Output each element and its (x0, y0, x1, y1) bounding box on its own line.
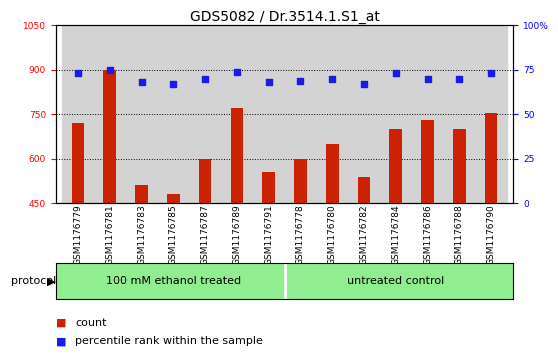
Point (359, 81, 368, 87)
Title: GDS5082 / Dr.3514.1.S1_at: GDS5082 / Dr.3514.1.S1_at (190, 11, 379, 24)
Bar (485, 113, 498, 203)
Text: ■: ■ (56, 336, 66, 346)
Text: untreated control: untreated control (347, 276, 444, 286)
Text: protocol: protocol (11, 276, 56, 286)
Point (455, 76, 464, 82)
Bar (230, 109, 243, 203)
Bar (348, 25, 380, 203)
Bar (71, 123, 84, 203)
Point (201, 76, 210, 82)
Bar (126, 25, 157, 203)
Point (137, 79, 146, 85)
Bar (157, 25, 189, 203)
Point (105, 67, 114, 73)
Bar (199, 159, 211, 203)
Bar (189, 25, 221, 203)
Bar (94, 25, 126, 203)
Text: percentile rank within the sample: percentile rank within the sample (75, 336, 263, 346)
Bar (380, 25, 412, 203)
Bar (444, 25, 475, 203)
Bar (103, 70, 116, 203)
Bar (262, 172, 275, 203)
Bar (412, 25, 444, 203)
Bar (389, 129, 402, 203)
Bar (453, 129, 466, 203)
Text: ■: ■ (56, 318, 66, 328)
Bar (294, 159, 307, 203)
Point (169, 81, 178, 87)
Point (423, 76, 432, 82)
Bar (358, 177, 371, 203)
Bar (285, 25, 316, 203)
Bar (167, 195, 180, 203)
Point (296, 78, 305, 83)
Point (391, 70, 400, 76)
Bar (135, 185, 148, 203)
Bar (316, 25, 348, 203)
Text: 100 mM ethanol treated: 100 mM ethanol treated (106, 276, 241, 286)
Bar (475, 25, 507, 203)
Bar (62, 25, 94, 203)
Point (487, 70, 496, 76)
Point (264, 79, 273, 85)
Bar (253, 25, 285, 203)
Bar (221, 25, 253, 203)
Point (328, 76, 336, 82)
Bar (421, 120, 434, 203)
Bar (326, 144, 339, 203)
Text: ▶: ▶ (47, 276, 56, 286)
Point (74, 70, 83, 76)
Point (233, 69, 242, 74)
Text: count: count (75, 318, 107, 328)
